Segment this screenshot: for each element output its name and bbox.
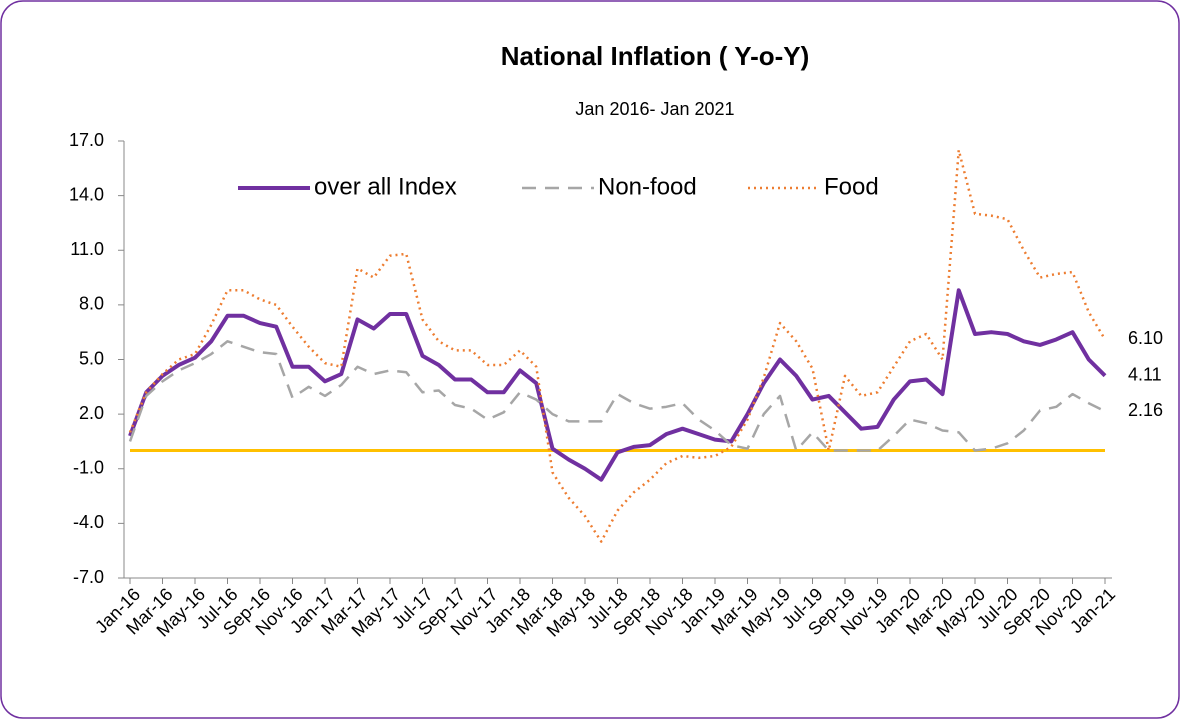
chart-title: National Inflation ( Y-o-Y) [501, 41, 810, 71]
chart-subtitle: Jan 2016- Jan 2021 [575, 99, 734, 119]
y-tick-label: 2.0 [79, 403, 104, 423]
legend-label: Food [824, 173, 879, 200]
y-tick-label: -7.0 [73, 567, 104, 587]
series-line [128, 288, 1107, 482]
y-tick-label: 17.0 [69, 130, 104, 150]
y-tick-label: -4.0 [73, 512, 104, 532]
legend-label: over all Index [314, 173, 457, 200]
y-tick-label: 5.0 [79, 348, 104, 368]
y-tick-label: 8.0 [79, 294, 104, 314]
series-line [128, 340, 1106, 452]
data-label: 4.11 [1128, 364, 1162, 384]
y-tick-label: 14.0 [69, 184, 104, 204]
legend-label: Non-food [598, 173, 697, 200]
series-line [128, 148, 1107, 543]
y-tick-label: 11.0 [70, 239, 104, 259]
data-label: 6.10 [1128, 328, 1163, 348]
data-label: 2.16 [1128, 400, 1163, 420]
y-tick-label: -1.0 [73, 458, 104, 478]
